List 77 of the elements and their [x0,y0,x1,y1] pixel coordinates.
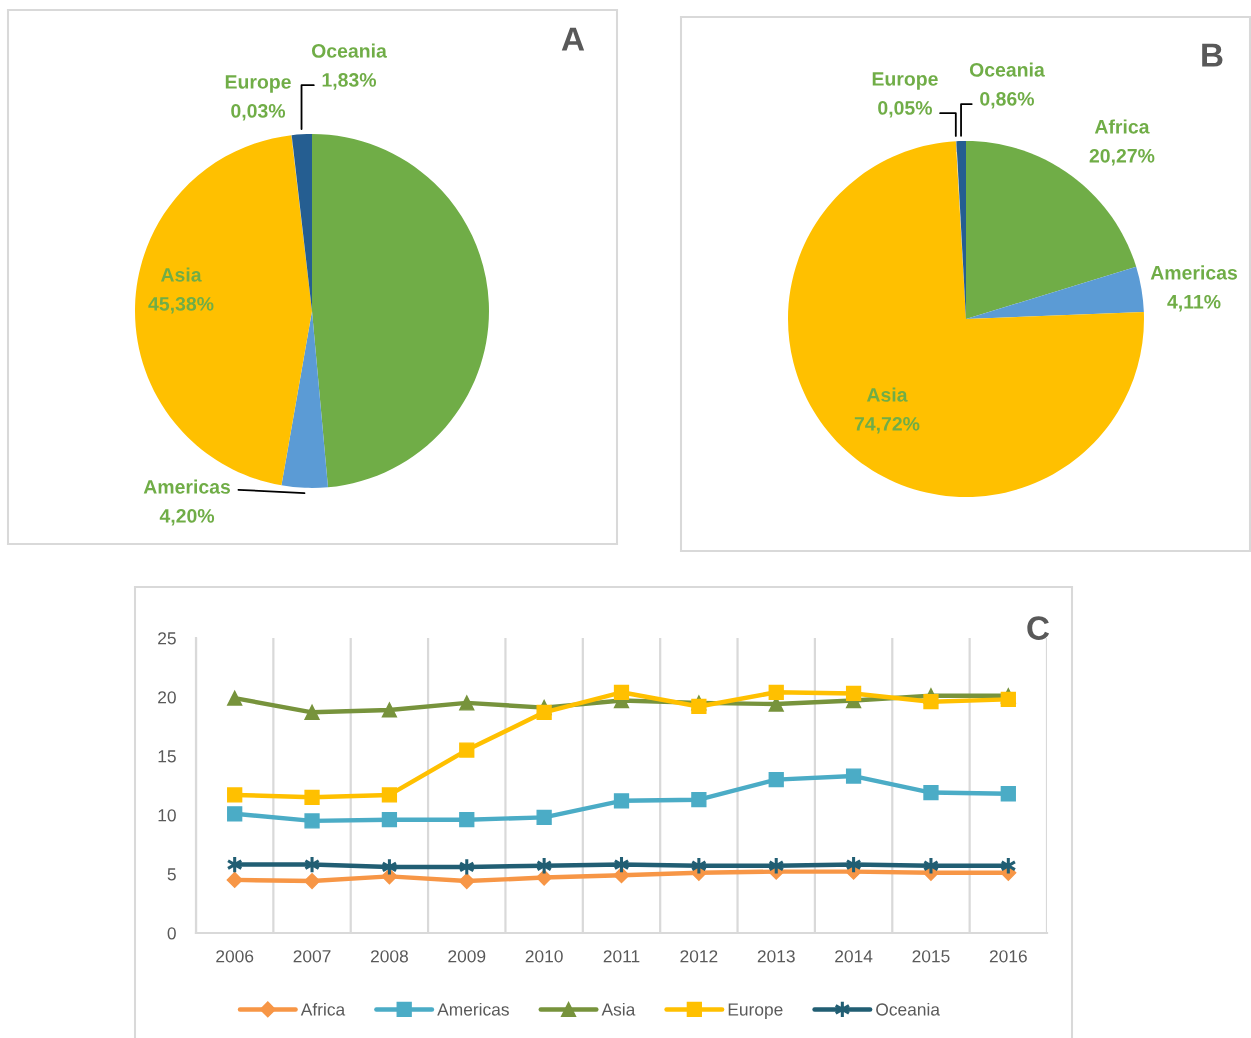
x-tick-label: 2008 [370,950,408,963]
data-label: 45,38% [148,296,214,314]
slice-label: Europe [872,72,938,90]
y-tick-label: 15 [158,750,176,763]
data-label: 4,20% [159,509,215,526]
slice-label: Americas [143,479,231,494]
point [691,792,707,808]
x-tick-label: 2016 [989,950,1027,963]
point [227,806,243,822]
point [923,784,939,801]
point [923,694,939,710]
point [845,685,862,702]
slice-label: Asia [866,387,908,402]
point [845,768,862,784]
data-label: 4,11% [1167,294,1221,312]
data-label: 1,83% [322,73,377,90]
point [303,873,321,890]
slice-label: Europe [225,75,291,93]
point [381,702,398,718]
point [536,869,553,886]
y-tick-label: 20 [158,691,176,704]
x-tick-label: 2010 [525,950,563,963]
point [691,698,707,715]
y-tick-label: 0 [167,927,176,940]
point [1000,691,1016,707]
point [1000,786,1016,802]
point [459,812,475,828]
point [613,684,630,700]
point [768,684,784,700]
point [459,695,475,711]
point [304,789,320,805]
x-tick-label: 2012 [680,950,718,963]
x-tick-label: 2013 [757,950,795,963]
text: A [561,27,585,51]
point [459,742,475,758]
pie-slice [312,134,489,488]
x-tick-label: 2006 [216,950,254,963]
legend-label: Asia [601,1002,636,1016]
slice-label: Oceania [969,62,1045,77]
data-label: 74,72% [854,416,920,434]
point [458,873,475,890]
x-tick-label: 2014 [835,950,873,963]
point [536,704,552,720]
legend-label: Europe [728,1003,783,1020]
legend-label: Americas [437,1002,509,1016]
point [304,813,320,829]
x-tick-label: 2015 [912,950,950,963]
point [768,771,784,788]
x-tick-label: 2009 [448,950,486,963]
point [227,690,243,706]
point [304,704,320,720]
data-label: 0,03% [231,104,286,121]
y-tick-label: 5 [167,868,176,881]
pie-slice [281,311,328,488]
legend-label: Africa [300,1002,346,1016]
slice-label: Asia [160,267,202,282]
x-tick-label: 2011 [603,950,640,963]
chart-title: C [1027,616,1050,640]
slice-label: Oceania [311,43,387,58]
legend-label: Oceania [876,1002,940,1016]
chart-title: B [1202,43,1223,67]
pie-slice [966,266,1144,319]
slice-label: Americas [1150,265,1237,280]
point [226,871,243,888]
point [227,787,243,803]
data-label: 20,27% [1089,148,1155,166]
y-tick-label: 25 [158,632,176,645]
data-label: 0,86% [980,91,1034,109]
data-label: 0,05% [878,101,932,118]
point [381,787,398,803]
point [381,812,398,828]
y-tick-label: 10 [158,809,176,822]
slice-label: Africa [1094,119,1150,134]
point [613,867,630,884]
point [613,793,630,809]
point [536,809,552,825]
x-tick-label: 2007 [293,950,331,963]
